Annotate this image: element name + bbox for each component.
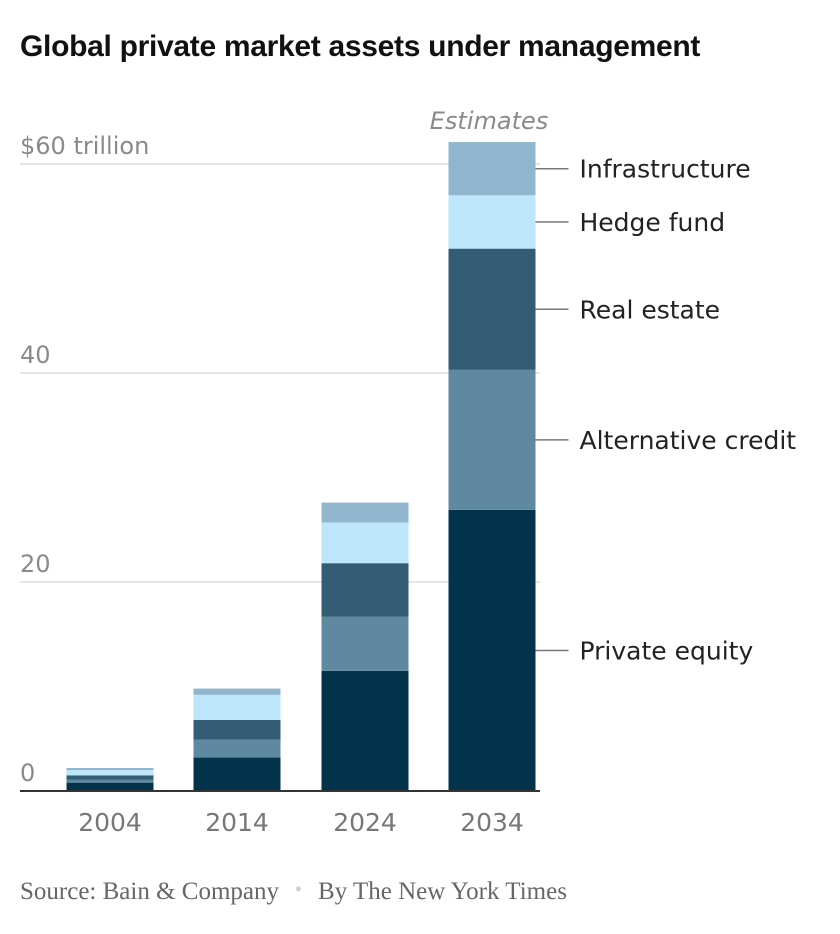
chart-title: Global private market assets under manag…: [20, 30, 701, 63]
bar-2034-alternative-credit: [448, 369, 536, 510]
bar-2004-hedge-fund: [66, 770, 154, 776]
legend-label-infrastructure: Infrastructure: [580, 155, 751, 184]
footer: Source: Bain & Company • By The New York T…: [20, 878, 567, 906]
stacked-bar-chart: 0 20 40 $60 trillion Private equity Alternat…: [20, 107, 797, 837]
legend-label-hedge-fund: Hedge fund: [580, 208, 726, 237]
bar-2024-hedge-fund: [321, 522, 409, 564]
x-tick-label-2024: 2024: [333, 808, 397, 837]
bar-2034-real-estate: [448, 248, 536, 370]
bar-2004-real-estate: [66, 775, 154, 780]
separator-dot: •: [295, 879, 303, 901]
bar-2014-real-estate: [193, 719, 281, 740]
x-tick-label-2004: 2004: [78, 808, 142, 837]
x-tick-label-2014: 2014: [205, 808, 269, 837]
legend-label-real-estate: Real estate: [580, 295, 721, 324]
bar-2014-alternative-credit: [193, 739, 281, 758]
bar-2004-infrastructure: [66, 768, 154, 771]
y-tick-label-20: 20: [20, 550, 51, 578]
estimates-annotation: Estimates: [430, 107, 549, 135]
x-axis-labels: 2004 2014 2024 2034: [78, 808, 524, 837]
source-note: Source: Bain & Company: [20, 878, 279, 905]
legend-label-private-equity: Private equity: [580, 636, 754, 665]
bar-2024-private-equity: [321, 670, 409, 791]
bars: [66, 142, 536, 791]
bar-2024-real-estate: [321, 563, 409, 617]
bar-2014-private-equity: [193, 757, 281, 791]
bar-2014-infrastructure: [193, 688, 281, 695]
y-tick-label-40: 40: [20, 341, 51, 369]
legend-label-alternative-credit: Alternative credit: [580, 426, 797, 455]
y-axis-labels: 0 20 40 $60 trillion: [20, 132, 149, 787]
legend: Private equity Alternative credit Real est…: [535, 155, 797, 665]
x-tick-label-2034: 2034: [460, 808, 524, 837]
bar-2024-alternative-credit: [321, 616, 409, 671]
byline: By The New York Times: [318, 878, 567, 905]
bar-2034-infrastructure: [448, 142, 536, 196]
y-tick-label-60: $60 trillion: [20, 132, 149, 160]
bar-2034-private-equity: [448, 509, 536, 791]
y-tick-label-0: 0: [20, 759, 35, 787]
bar-2024-infrastructure: [321, 502, 409, 523]
bar-2004-alternative-credit: [66, 779, 154, 783]
bar-2034-hedge-fund: [448, 195, 536, 249]
bar-2004-private-equity: [66, 782, 154, 791]
bar-2014-hedge-fund: [193, 694, 281, 720]
